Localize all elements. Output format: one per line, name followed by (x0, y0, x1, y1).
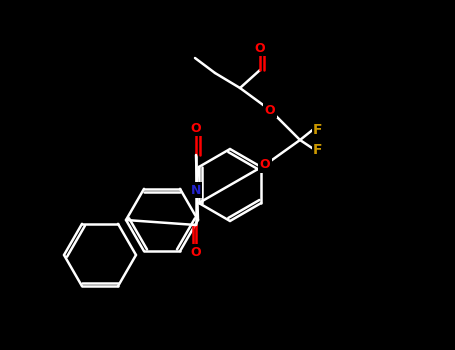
Text: O: O (255, 42, 265, 55)
Text: N: N (191, 183, 201, 196)
Text: O: O (260, 159, 270, 172)
Text: O: O (265, 104, 275, 117)
Text: O: O (191, 121, 201, 134)
Text: F: F (313, 143, 323, 157)
Text: O: O (191, 245, 201, 259)
Text: F: F (313, 123, 323, 137)
